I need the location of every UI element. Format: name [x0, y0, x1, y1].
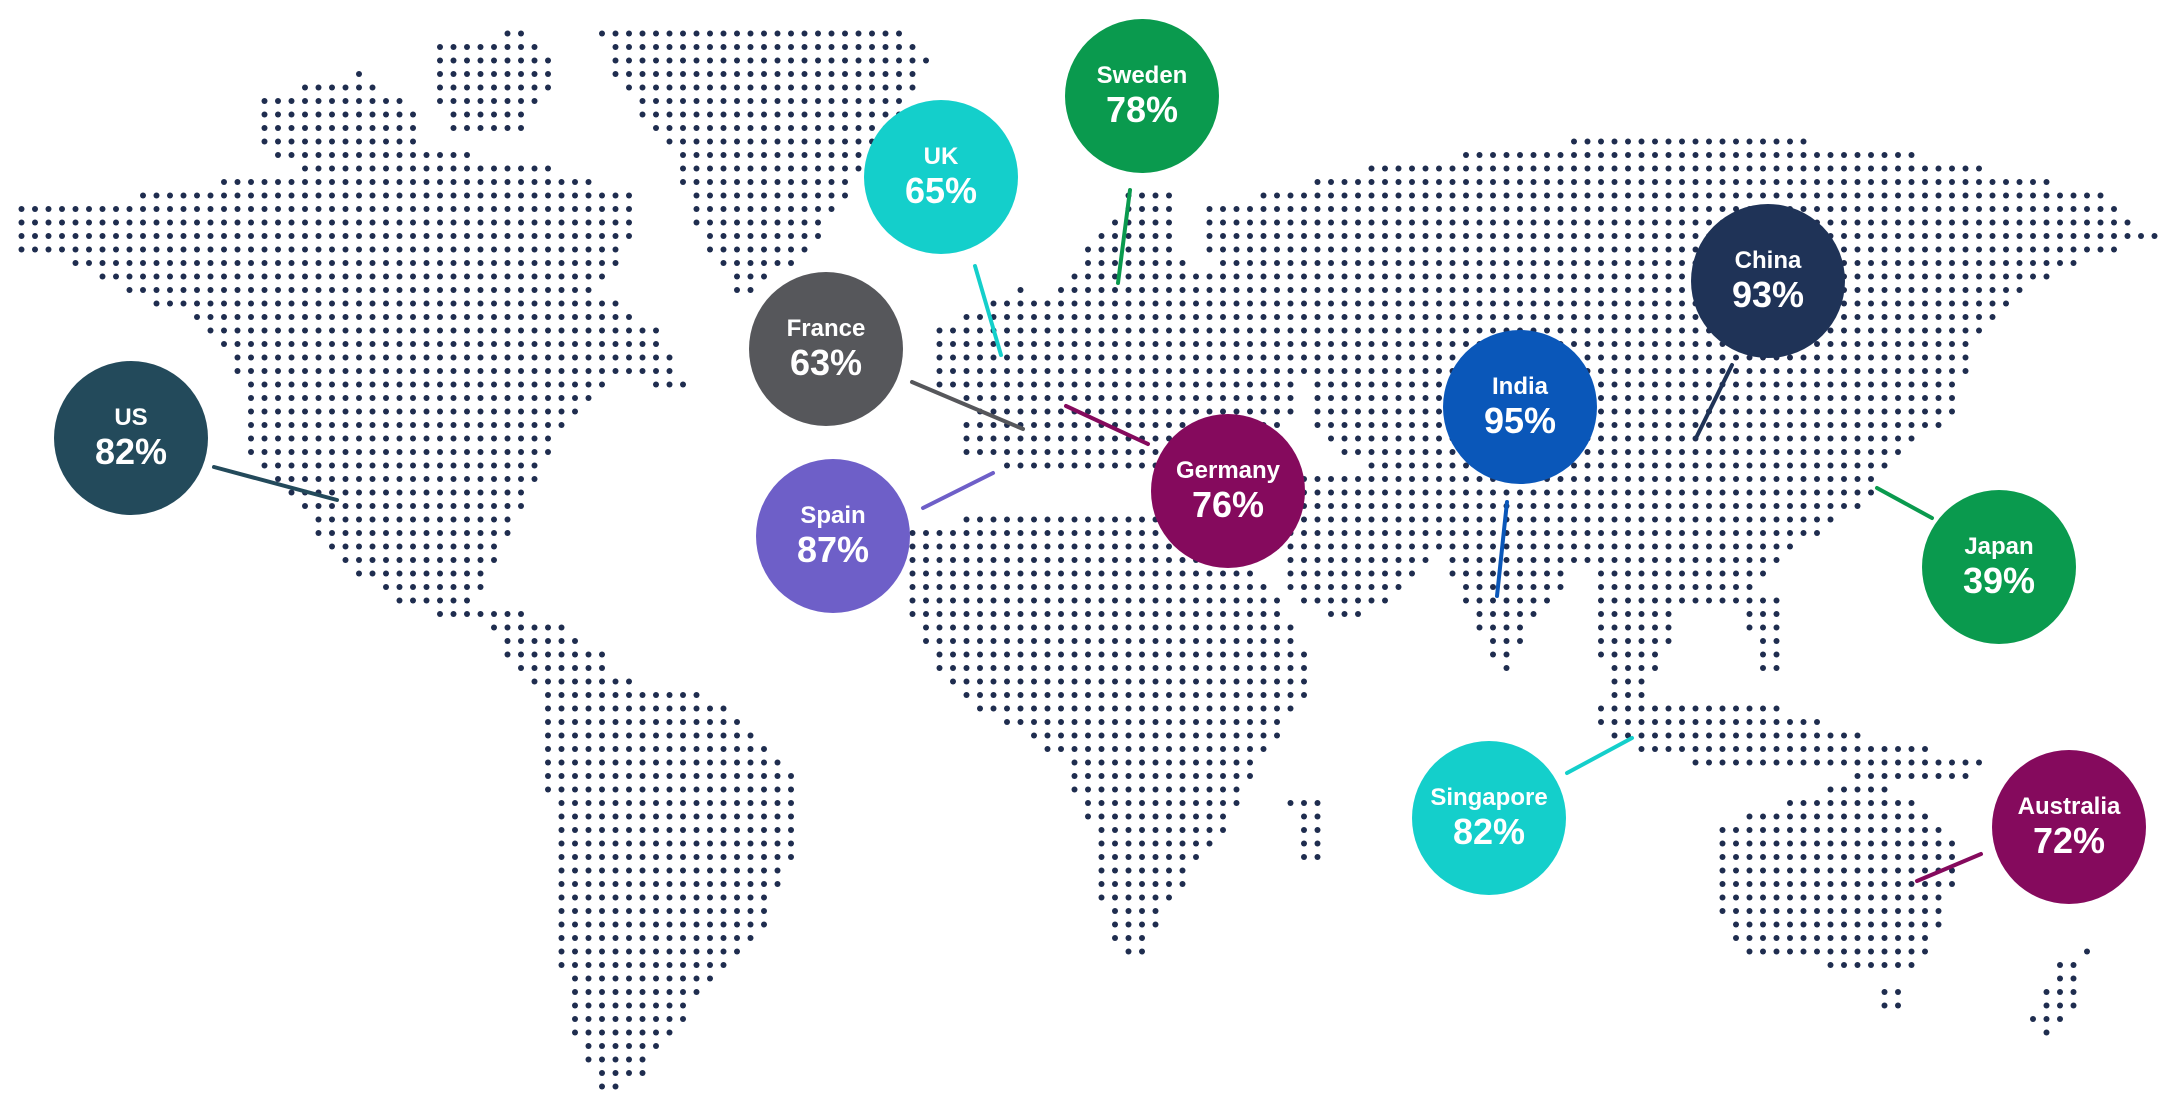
- connector-india: [1495, 500, 1509, 598]
- marker-australia-country: Australia: [2017, 792, 2121, 820]
- connector-germany: [1064, 404, 1150, 446]
- marker-germany[interactable]: Germany 76%: [1151, 414, 1305, 568]
- world-dot-grid: [18, 30, 2158, 1090]
- connector-japan: [1875, 486, 1934, 520]
- marker-sweden[interactable]: Sweden 78%: [1065, 19, 1219, 173]
- marker-germany-country: Germany: [1175, 456, 1281, 484]
- marker-france[interactable]: France 63%: [749, 272, 903, 426]
- marker-china-value: 93%: [1731, 274, 1805, 316]
- marker-france-country: France: [786, 314, 866, 342]
- marker-singapore-value: 82%: [1452, 811, 1526, 853]
- marker-china[interactable]: China 93%: [1691, 204, 1845, 358]
- marker-sweden-country: Sweden: [1096, 61, 1188, 89]
- marker-india-country: India: [1491, 372, 1548, 400]
- marker-australia[interactable]: Australia 72%: [1992, 750, 2146, 904]
- marker-singapore[interactable]: Singapore 82%: [1412, 741, 1566, 895]
- connector-singapore: [1565, 736, 1634, 775]
- marker-us-value: 82%: [94, 431, 168, 473]
- marker-singapore-country: Singapore: [1430, 783, 1548, 811]
- marker-sweden-value: 78%: [1105, 89, 1179, 131]
- connector-france: [910, 380, 1025, 431]
- marker-india-value: 95%: [1483, 400, 1557, 442]
- marker-australia-value: 72%: [2032, 820, 2106, 862]
- callout-connectors: [212, 188, 1983, 883]
- marker-spain-value: 87%: [796, 529, 870, 571]
- marker-japan[interactable]: Japan 39%: [1922, 490, 2076, 644]
- marker-japan-country: Japan: [1964, 532, 2034, 560]
- marker-uk-country: UK: [923, 142, 959, 170]
- connector-spain: [921, 471, 995, 510]
- marker-spain[interactable]: Spain 87%: [756, 459, 910, 613]
- connector-china: [1694, 363, 1734, 440]
- connector-sweden: [1116, 188, 1132, 285]
- marker-us-country: US: [114, 403, 148, 431]
- marker-spain-country: Spain: [800, 501, 866, 529]
- marker-france-value: 63%: [789, 342, 863, 384]
- connector-uk: [973, 264, 1003, 357]
- connector-us: [212, 465, 339, 502]
- marker-germany-value: 76%: [1191, 484, 1265, 526]
- marker-uk[interactable]: UK 65%: [864, 100, 1018, 254]
- connector-australia: [1915, 852, 1983, 883]
- marker-india[interactable]: India 95%: [1443, 330, 1597, 484]
- marker-japan-value: 39%: [1962, 560, 2036, 602]
- marker-uk-value: 65%: [904, 170, 978, 212]
- marker-us[interactable]: US 82%: [54, 361, 208, 515]
- marker-china-country: China: [1734, 246, 1802, 274]
